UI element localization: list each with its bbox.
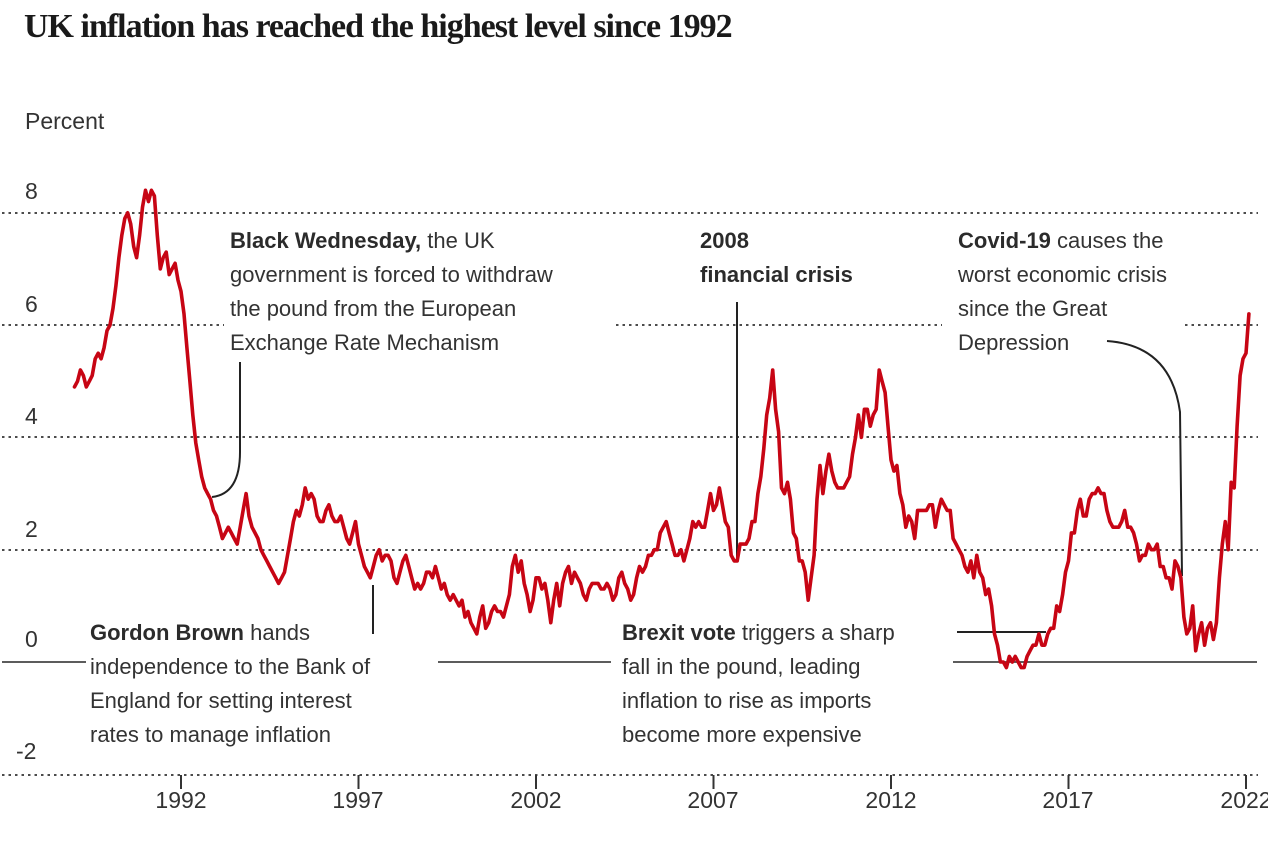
x-label-2017: 2017	[1042, 787, 1094, 813]
x-label-1992: 1992	[155, 787, 207, 813]
y-label-8: 8	[25, 178, 38, 204]
x-label-1997: 1997	[332, 787, 384, 813]
annotation-covid: Covid-19 causes the worst economic crisi…	[958, 224, 1167, 360]
annotation-covid-lead: Covid-19	[958, 228, 1051, 253]
y-label-6: 6	[25, 291, 38, 317]
annotation-brexit: Brexit vote triggers a sharp fall in the…	[622, 616, 895, 752]
inflation-line	[72, 188, 1251, 670]
x-label-2022: 2022	[1220, 787, 1268, 813]
annotation-financial-crisis-lead: 2008 financial crisis	[700, 228, 853, 287]
annotation-black-wednesday-lead: Black Wednesday,	[230, 228, 422, 253]
y-label-minus2: -2	[16, 738, 37, 764]
annotation-black-wednesday-text: the UK government is forced to withdraw …	[230, 228, 553, 355]
annotation-financial-crisis: 2008 financial crisis	[700, 224, 853, 292]
x-label-2007: 2007	[687, 787, 739, 813]
annotation-gordon-brown: Gordon Brown hands independence to the B…	[90, 616, 370, 752]
annotation-brexit-lead: Brexit vote	[622, 620, 736, 645]
leader-lines	[211, 302, 1183, 634]
annotation-brexit-text: triggers a sharp fall in the pound, lead…	[622, 620, 895, 747]
y-label-2: 2	[25, 516, 38, 542]
covid-leader	[1106, 340, 1183, 577]
annotation-covid-text: causes the worst economic crisis since t…	[958, 228, 1168, 355]
y-label-4: 4	[25, 403, 38, 429]
chart-title: UK inflation has reached the highest lev…	[24, 8, 733, 45]
annotation-black-wednesday: Black Wednesday, the UK government is fo…	[230, 224, 553, 360]
x-axis-ticks	[180, 775, 1247, 789]
black-wednesday-leader	[211, 362, 241, 498]
annotation-gordon-brown-lead: Gordon Brown	[90, 620, 244, 645]
y-label-0: 0	[25, 626, 38, 652]
x-label-2002: 2002	[510, 787, 562, 813]
x-label-2012: 2012	[865, 787, 917, 813]
y-axis-unit-label: Percent	[25, 108, 105, 134]
gridlines	[2, 212, 1258, 776]
annotation-gordon-brown-text: hands independence to the Bank of Englan…	[90, 620, 371, 747]
